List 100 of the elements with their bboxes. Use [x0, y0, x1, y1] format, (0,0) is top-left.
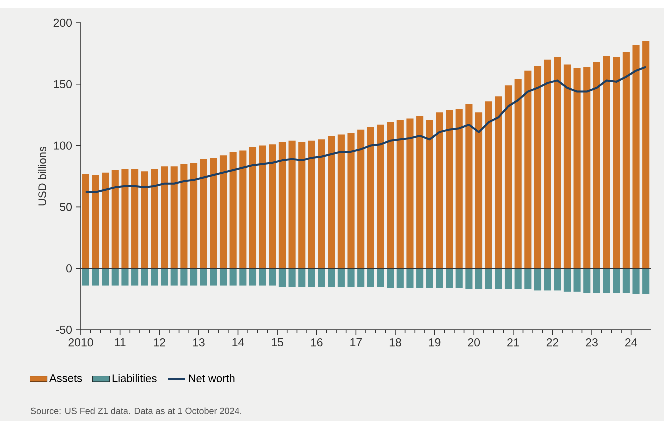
bar — [446, 268, 454, 288]
bar — [141, 268, 148, 286]
bar — [642, 41, 650, 269]
bar — [456, 108, 463, 269]
bar — [485, 268, 492, 290]
bar — [544, 60, 552, 269]
bar — [288, 268, 296, 288]
y-tick-label: 200 — [54, 18, 72, 28]
bar — [151, 268, 158, 286]
bar — [278, 268, 286, 288]
bar — [190, 268, 198, 286]
bar — [593, 62, 600, 269]
bar — [318, 140, 326, 269]
bar — [220, 156, 228, 269]
bar — [132, 169, 139, 269]
bar — [82, 268, 90, 286]
bar — [180, 268, 188, 286]
bar — [367, 127, 374, 269]
bar — [603, 268, 610, 294]
bar — [406, 118, 414, 269]
bar — [308, 268, 316, 288]
legend-label: Net worth — [189, 374, 235, 382]
bar — [574, 268, 581, 292]
x-tick-label: 19 — [429, 338, 441, 347]
y-tick-label: 100 — [54, 142, 72, 150]
bar — [396, 268, 404, 288]
bar — [210, 158, 218, 269]
line-series — [84, 66, 648, 194]
bar — [82, 174, 90, 269]
bar — [485, 102, 492, 269]
x-tick-label: 21 — [508, 338, 520, 347]
bar — [524, 70, 532, 269]
x-tick-label: 16 — [311, 338, 323, 347]
bar — [122, 169, 129, 269]
bar — [338, 134, 345, 269]
bar — [259, 146, 266, 269]
x-tick-label: 18 — [390, 338, 402, 347]
bar — [288, 140, 296, 269]
bar — [278, 142, 286, 269]
bar — [230, 152, 237, 269]
bar — [170, 166, 178, 269]
bar — [475, 112, 483, 269]
x-tick-label: 23 — [586, 338, 598, 347]
x-tick-label: 11 — [115, 338, 126, 346]
bar — [240, 150, 247, 269]
y-tick-label: 0 — [66, 264, 72, 273]
bar — [416, 116, 424, 269]
bar — [161, 268, 168, 286]
bar — [170, 268, 178, 286]
bar — [102, 268, 110, 286]
bar — [112, 268, 119, 286]
bar — [466, 104, 473, 269]
bar — [554, 57, 562, 269]
bar — [504, 268, 512, 290]
bar — [622, 268, 630, 294]
bar — [544, 268, 552, 291]
bar — [387, 122, 394, 269]
bar — [504, 86, 512, 269]
bar — [514, 268, 522, 290]
bar — [632, 45, 640, 269]
bar — [564, 64, 571, 269]
bar — [416, 268, 424, 288]
source-note: Source: US Fed Z1 data. Data as at 1 October 2024. — [30, 408, 242, 414]
bar — [161, 166, 168, 269]
bar — [358, 268, 365, 288]
bar — [613, 268, 620, 294]
bar — [367, 268, 374, 288]
bar — [564, 268, 571, 292]
bar — [377, 124, 384, 269]
bar — [534, 66, 542, 269]
bar — [308, 140, 316, 269]
bar — [190, 162, 198, 269]
bar — [318, 268, 326, 288]
x-tick-label: 17 — [350, 338, 362, 346]
bar — [298, 268, 306, 288]
bar — [240, 268, 247, 286]
bar — [269, 268, 276, 286]
bar — [122, 268, 129, 286]
bar — [436, 268, 444, 288]
bar — [446, 110, 454, 269]
bar — [180, 164, 188, 269]
bar — [632, 268, 640, 294]
bar — [524, 268, 532, 290]
bar — [210, 268, 218, 286]
bar — [220, 268, 228, 286]
bar — [348, 134, 355, 269]
bar — [456, 268, 463, 288]
x-tick-label: 2010 — [68, 338, 94, 347]
bar — [151, 169, 158, 269]
bar — [377, 268, 384, 288]
bar — [200, 268, 208, 286]
bar — [338, 268, 345, 288]
y-axis-title: USD billions — [38, 146, 46, 206]
bar — [200, 159, 208, 269]
x-tick-label: 24 — [626, 338, 638, 347]
bar — [534, 268, 542, 291]
bar — [584, 67, 591, 269]
bar — [466, 268, 473, 290]
bar — [132, 268, 139, 286]
bar — [613, 57, 620, 269]
